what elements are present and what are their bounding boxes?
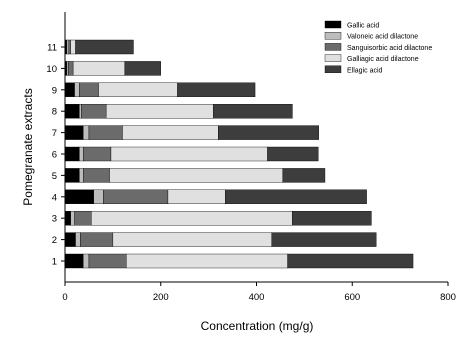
bar-10-series-3 [68,61,74,76]
y-tick-label: 1 [52,257,57,268]
bar-7-series-4 [122,125,219,140]
bar-4-series-3 [103,189,169,205]
legend-swatch [324,43,342,51]
bar-3-series-1 [64,210,71,226]
bar-8-series-1 [64,103,80,119]
bar-9-series-1 [64,82,75,98]
bar-9-series-5 [177,82,256,98]
bar-2-series-5 [271,232,377,247]
bar-7-series-2 [82,125,90,140]
bar-5-series-3 [82,168,110,183]
bar-2-series-3 [80,232,114,247]
bar-1-series-2 [82,253,90,269]
bar-11-series-3 [68,39,71,55]
legend-label: Galliagic acid dilactone [347,56,419,63]
bar-10-series-5 [124,61,161,76]
bar-5-series-4 [109,168,284,183]
y-tick-label: 2 [52,235,57,246]
bar-5-series-5 [282,168,326,183]
y-tick-label: 5 [52,171,57,182]
bar-1-series-4 [126,253,288,269]
bar-5-series-1 [64,168,80,183]
x-tick-label: 0 [62,292,67,303]
bar-3-series-2 [70,210,75,226]
bar-4-series-2 [93,189,104,205]
bar-11-series-5 [75,39,134,55]
bar-1-series-1 [64,253,84,269]
y-tick-label: 3 [52,214,57,225]
bar-8-series-4 [105,103,214,119]
bar-6-series-5 [267,146,319,162]
legend-swatch [324,65,342,74]
bar-2-series-1 [64,232,76,247]
x-tick-label: 600 [344,292,360,303]
bar-4-series-5 [225,189,367,205]
x-tick-label: 800 [440,292,456,303]
bars-layer [64,39,414,269]
legend-swatch [324,32,342,40]
bar-3-series-4 [91,210,293,226]
bar-7-series-5 [217,125,319,140]
legend: Gallic acid Valoneic acid dilactone Sangui… [324,20,432,74]
bar-2-series-4 [112,232,273,247]
bar-9-series-4 [98,82,178,98]
legend-label: Ellagic acid [347,67,383,74]
y-tick-label: 11 [47,43,57,54]
y-tick-label: 10 [46,64,57,75]
bar-2-series-2 [75,232,81,247]
legend-swatch [324,54,342,62]
y-axis-title: Pomegranate extracts [21,88,35,205]
y-ticks: 1 2 3 4 5 6 7 8 9 10 11 [46,43,65,268]
bar-3-series-3 [74,210,92,226]
bar-9-series-3 [79,82,99,98]
y-tick-label: 8 [52,107,57,118]
y-tick-label: 4 [52,192,57,203]
y-tick-label: 6 [52,150,57,161]
legend-label: Gallic acid [347,23,379,30]
bar-6-series-2 [79,146,84,162]
y-tick-label: 7 [52,128,57,139]
legend-swatch [324,20,342,29]
bar-6-series-1 [64,146,80,162]
legend-label: Valoneic acid dilactone [347,34,418,41]
bar-10-series-2 [66,61,69,76]
bar-4-series-4 [167,189,226,205]
x-tick-label: 200 [153,292,169,303]
y-tick-label: 9 [52,85,57,96]
bar-6-series-3 [82,146,112,162]
legend-label: Sanguisorbic acid dilactone [347,45,432,52]
x-axis-title: Concentration (mg/g) [201,319,314,333]
bar-7-series-1 [64,125,84,140]
bar-9-series-2 [74,82,80,98]
bar-1-series-3 [88,253,127,269]
bar-7-series-3 [88,125,123,140]
bar-1-series-5 [287,253,414,269]
x-ticks: 0 200 400 600 800 [62,282,456,303]
bar-5-series-2 [79,168,84,183]
bar-8-series-5 [213,103,293,119]
bar-6-series-4 [110,146,268,162]
bar-8-series-2 [79,103,82,119]
bar-3-series-5 [292,210,372,226]
bar-10-series-4 [72,61,126,76]
bar-11-series-2 [66,39,70,55]
bar-11-series-4 [70,39,76,55]
bar-8-series-3 [81,103,107,119]
bar-4-series-1 [64,189,94,205]
x-tick-label: 400 [249,292,265,303]
